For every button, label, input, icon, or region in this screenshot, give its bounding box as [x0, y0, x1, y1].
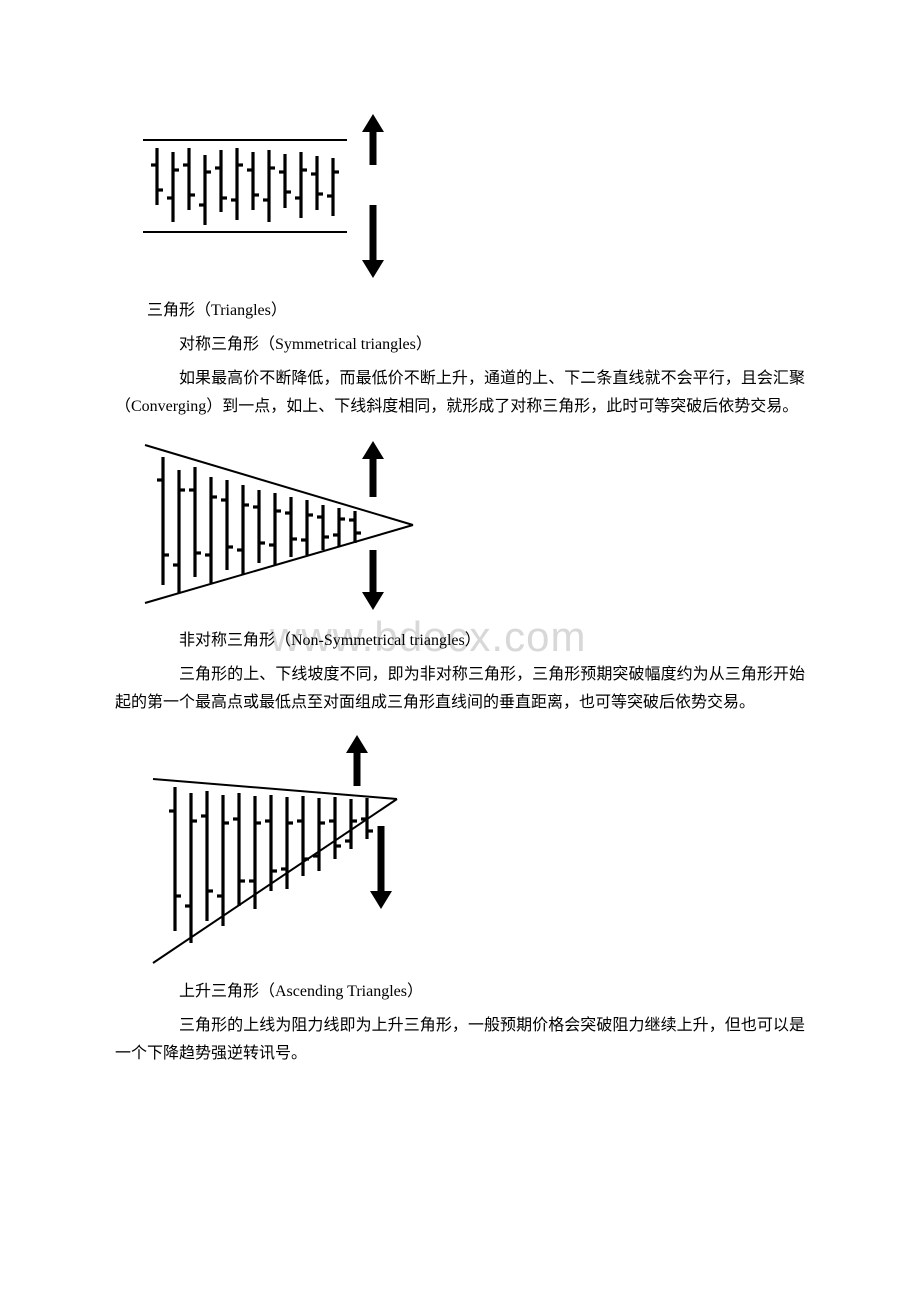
subheading-non-symmetrical: 非对称三角形（Non-Symmetrical triangles） [115, 627, 805, 655]
para-non-symmetrical: 三角形的上、下线坡度不同，即为非对称三角形，三角形预期突破幅度约为从三角形开始起… [115, 661, 805, 717]
heading-triangles: 三角形（Triangles） [115, 297, 805, 325]
channel-diagram [135, 110, 395, 285]
figure-channel [135, 110, 805, 285]
figure-symmetrical-triangle [135, 435, 805, 615]
subheading-symmetrical: 对称三角形（Symmetrical triangles） [115, 331, 805, 359]
subheading-ascending: 上升三角形（Ascending Triangles） [115, 978, 805, 1006]
non-symmetrical-triangle-diagram [135, 731, 425, 966]
para-symmetrical: 如果最高价不断降低，而最低价不断上升，通道的上、下二条直线就不会平行，且会汇聚（… [115, 365, 805, 421]
para-ascending: 三角形的上线为阻力线即为上升三角形，一般预期价格会突破阻力继续上升，但也可以是一… [115, 1012, 805, 1068]
symmetrical-triangle-diagram [135, 435, 435, 615]
figure-non-symmetrical-triangle [135, 731, 805, 966]
